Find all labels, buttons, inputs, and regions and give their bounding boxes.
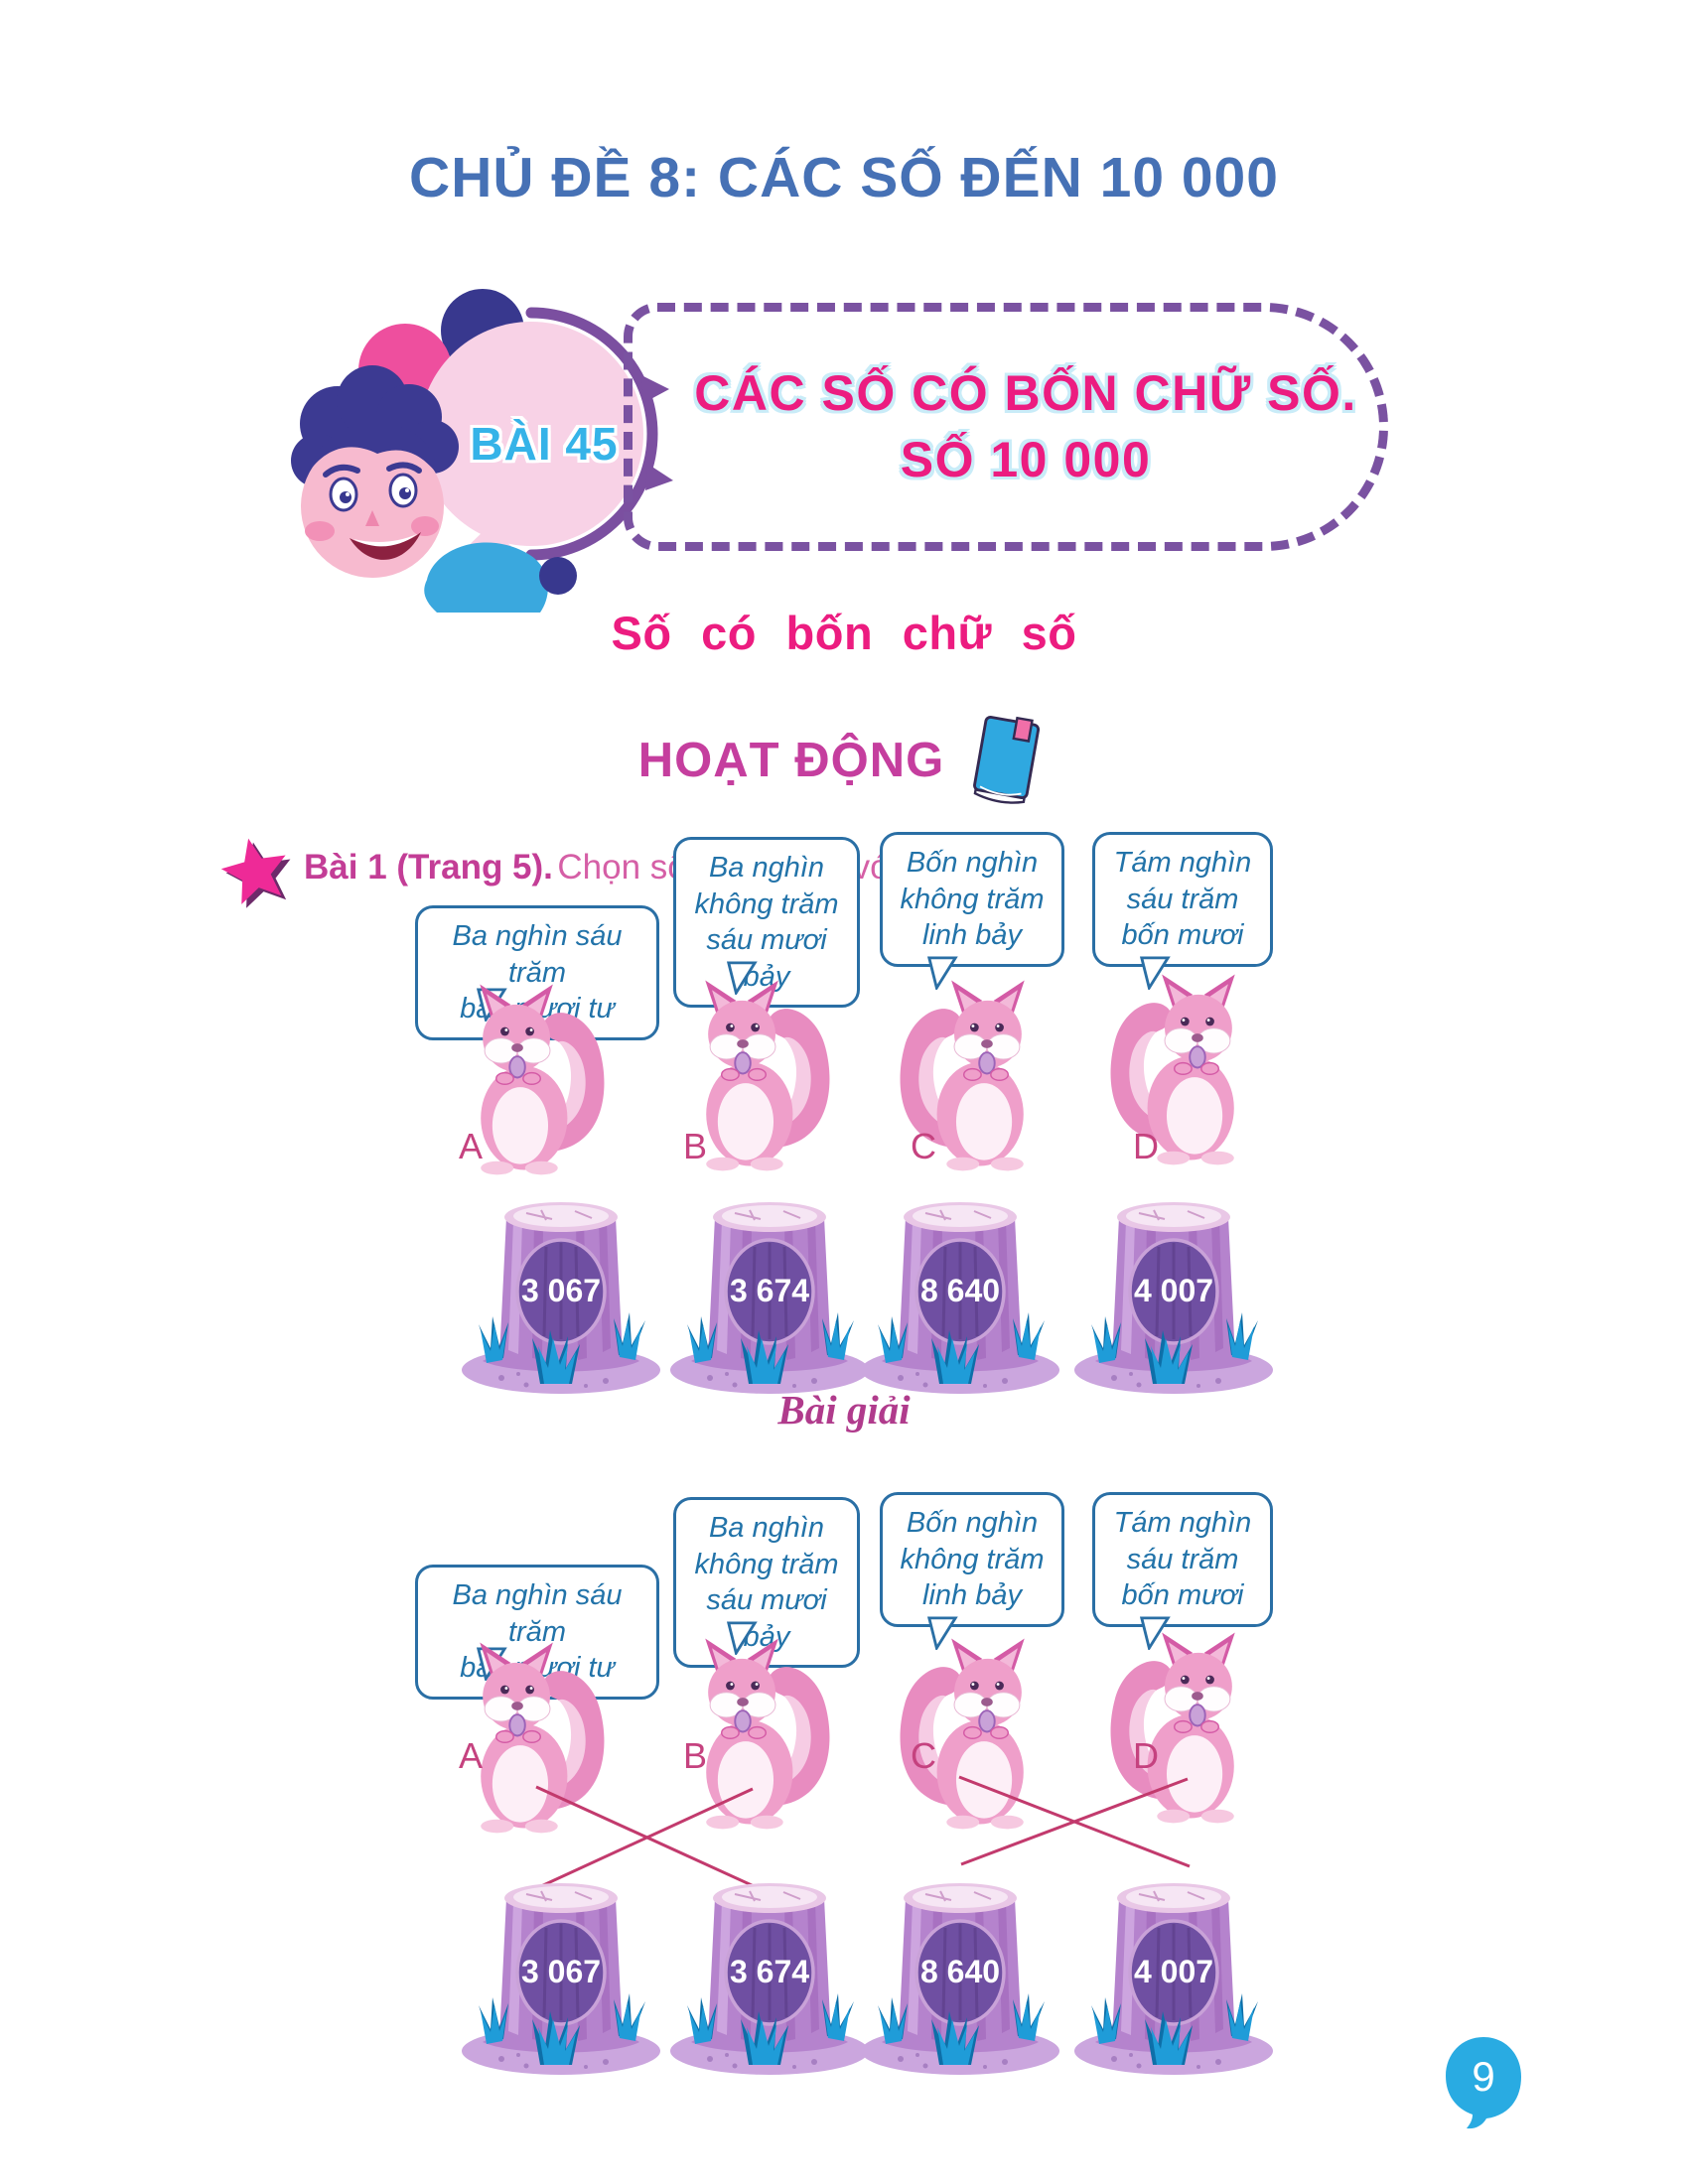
squirrel-label-c: C — [911, 1126, 936, 1166]
solution-heading: Bài giải — [777, 1387, 911, 1433]
page-number-badge: 9 — [1446, 2037, 1521, 2129]
squirrel-label-c: C — [911, 1735, 936, 1776]
solution-bubble-d: Tám nghìn sáu trăm bốn mươi — [1092, 1492, 1273, 1627]
squirrel-label-a: A — [458, 1735, 483, 1776]
lesson-badge: BÀI 45 — [470, 418, 619, 470]
stump-3: 8 640 — [856, 1870, 1064, 2079]
page-number: 9 — [1472, 2053, 1494, 2100]
squirrel-label-d: D — [1133, 1735, 1159, 1776]
squirrel-b-illustration — [682, 1632, 836, 1831]
lesson-title-box: CÁC SỐ CÓ BỐN CHỮ SỐ. SỐ 10 000 — [624, 303, 1388, 551]
stump-number: 3 067 — [521, 1954, 601, 1989]
book-icon — [964, 713, 1050, 808]
boy-mascot-illustration — [291, 289, 673, 613]
stump-number: 8 640 — [920, 1954, 1000, 1989]
lesson-title-line2: SỐ 10 000 — [900, 432, 1152, 487]
stump-number: 8 640 — [920, 1273, 1000, 1308]
reading-bubble-b: Ba nghìn không trăm sáu mươi bảy — [673, 837, 860, 1009]
stump-2: 3 674 — [665, 1189, 874, 1398]
stump-1: 3 067 — [457, 1189, 665, 1398]
reading-bubble-c: Bốn nghìn không trăm linh bảy — [880, 832, 1064, 967]
solution-bubble-b: Ba nghìn không trăm sáu mươi bảy — [673, 1497, 860, 1669]
squirrel-label-b: B — [682, 1735, 707, 1776]
chapter-title: CHỦ ĐỀ 8: CÁC SỐ ĐẾN 10 000 — [409, 146, 1279, 209]
stump-4: 4 007 — [1069, 1189, 1278, 1398]
squirrel-c-illustration — [894, 1632, 1048, 1831]
stump-1: 3 067 — [457, 1870, 665, 2079]
stump-number: 3 067 — [521, 1273, 601, 1308]
squirrel-d-illustration — [1104, 1626, 1258, 1825]
stump-number: 3 674 — [730, 1954, 809, 1989]
stump-number: 3 674 — [730, 1273, 809, 1308]
exercise-label: Bài 1 (Trang 5). — [304, 848, 553, 887]
lesson-title-line1: CÁC SỐ CÓ BỐN CHỮ SỐ. — [694, 364, 1357, 421]
star-icon — [216, 832, 294, 909]
activity-heading: HOẠT ĐỘNG — [0, 713, 1688, 808]
solution-bubble-c: Bốn nghìn không trăm linh bảy — [880, 1492, 1064, 1627]
squirrel-label-b: B — [682, 1126, 707, 1166]
squirrel-label-a: A — [458, 1126, 483, 1166]
squirrel-label-d: D — [1133, 1126, 1159, 1166]
stump-2: 3 674 — [665, 1870, 874, 2079]
activity-label: HOẠT ĐỘNG — [637, 734, 945, 787]
stump-4: 4 007 — [1069, 1870, 1278, 2079]
stump-number: 4 007 — [1134, 1954, 1213, 1989]
section-subtitle: Số có bốn chữ số — [611, 607, 1077, 659]
reading-bubble-d: Tám nghìn sáu trăm bốn mươi — [1092, 832, 1273, 967]
stump-3: 8 640 — [856, 1189, 1064, 1398]
stump-number: 4 007 — [1134, 1273, 1213, 1308]
